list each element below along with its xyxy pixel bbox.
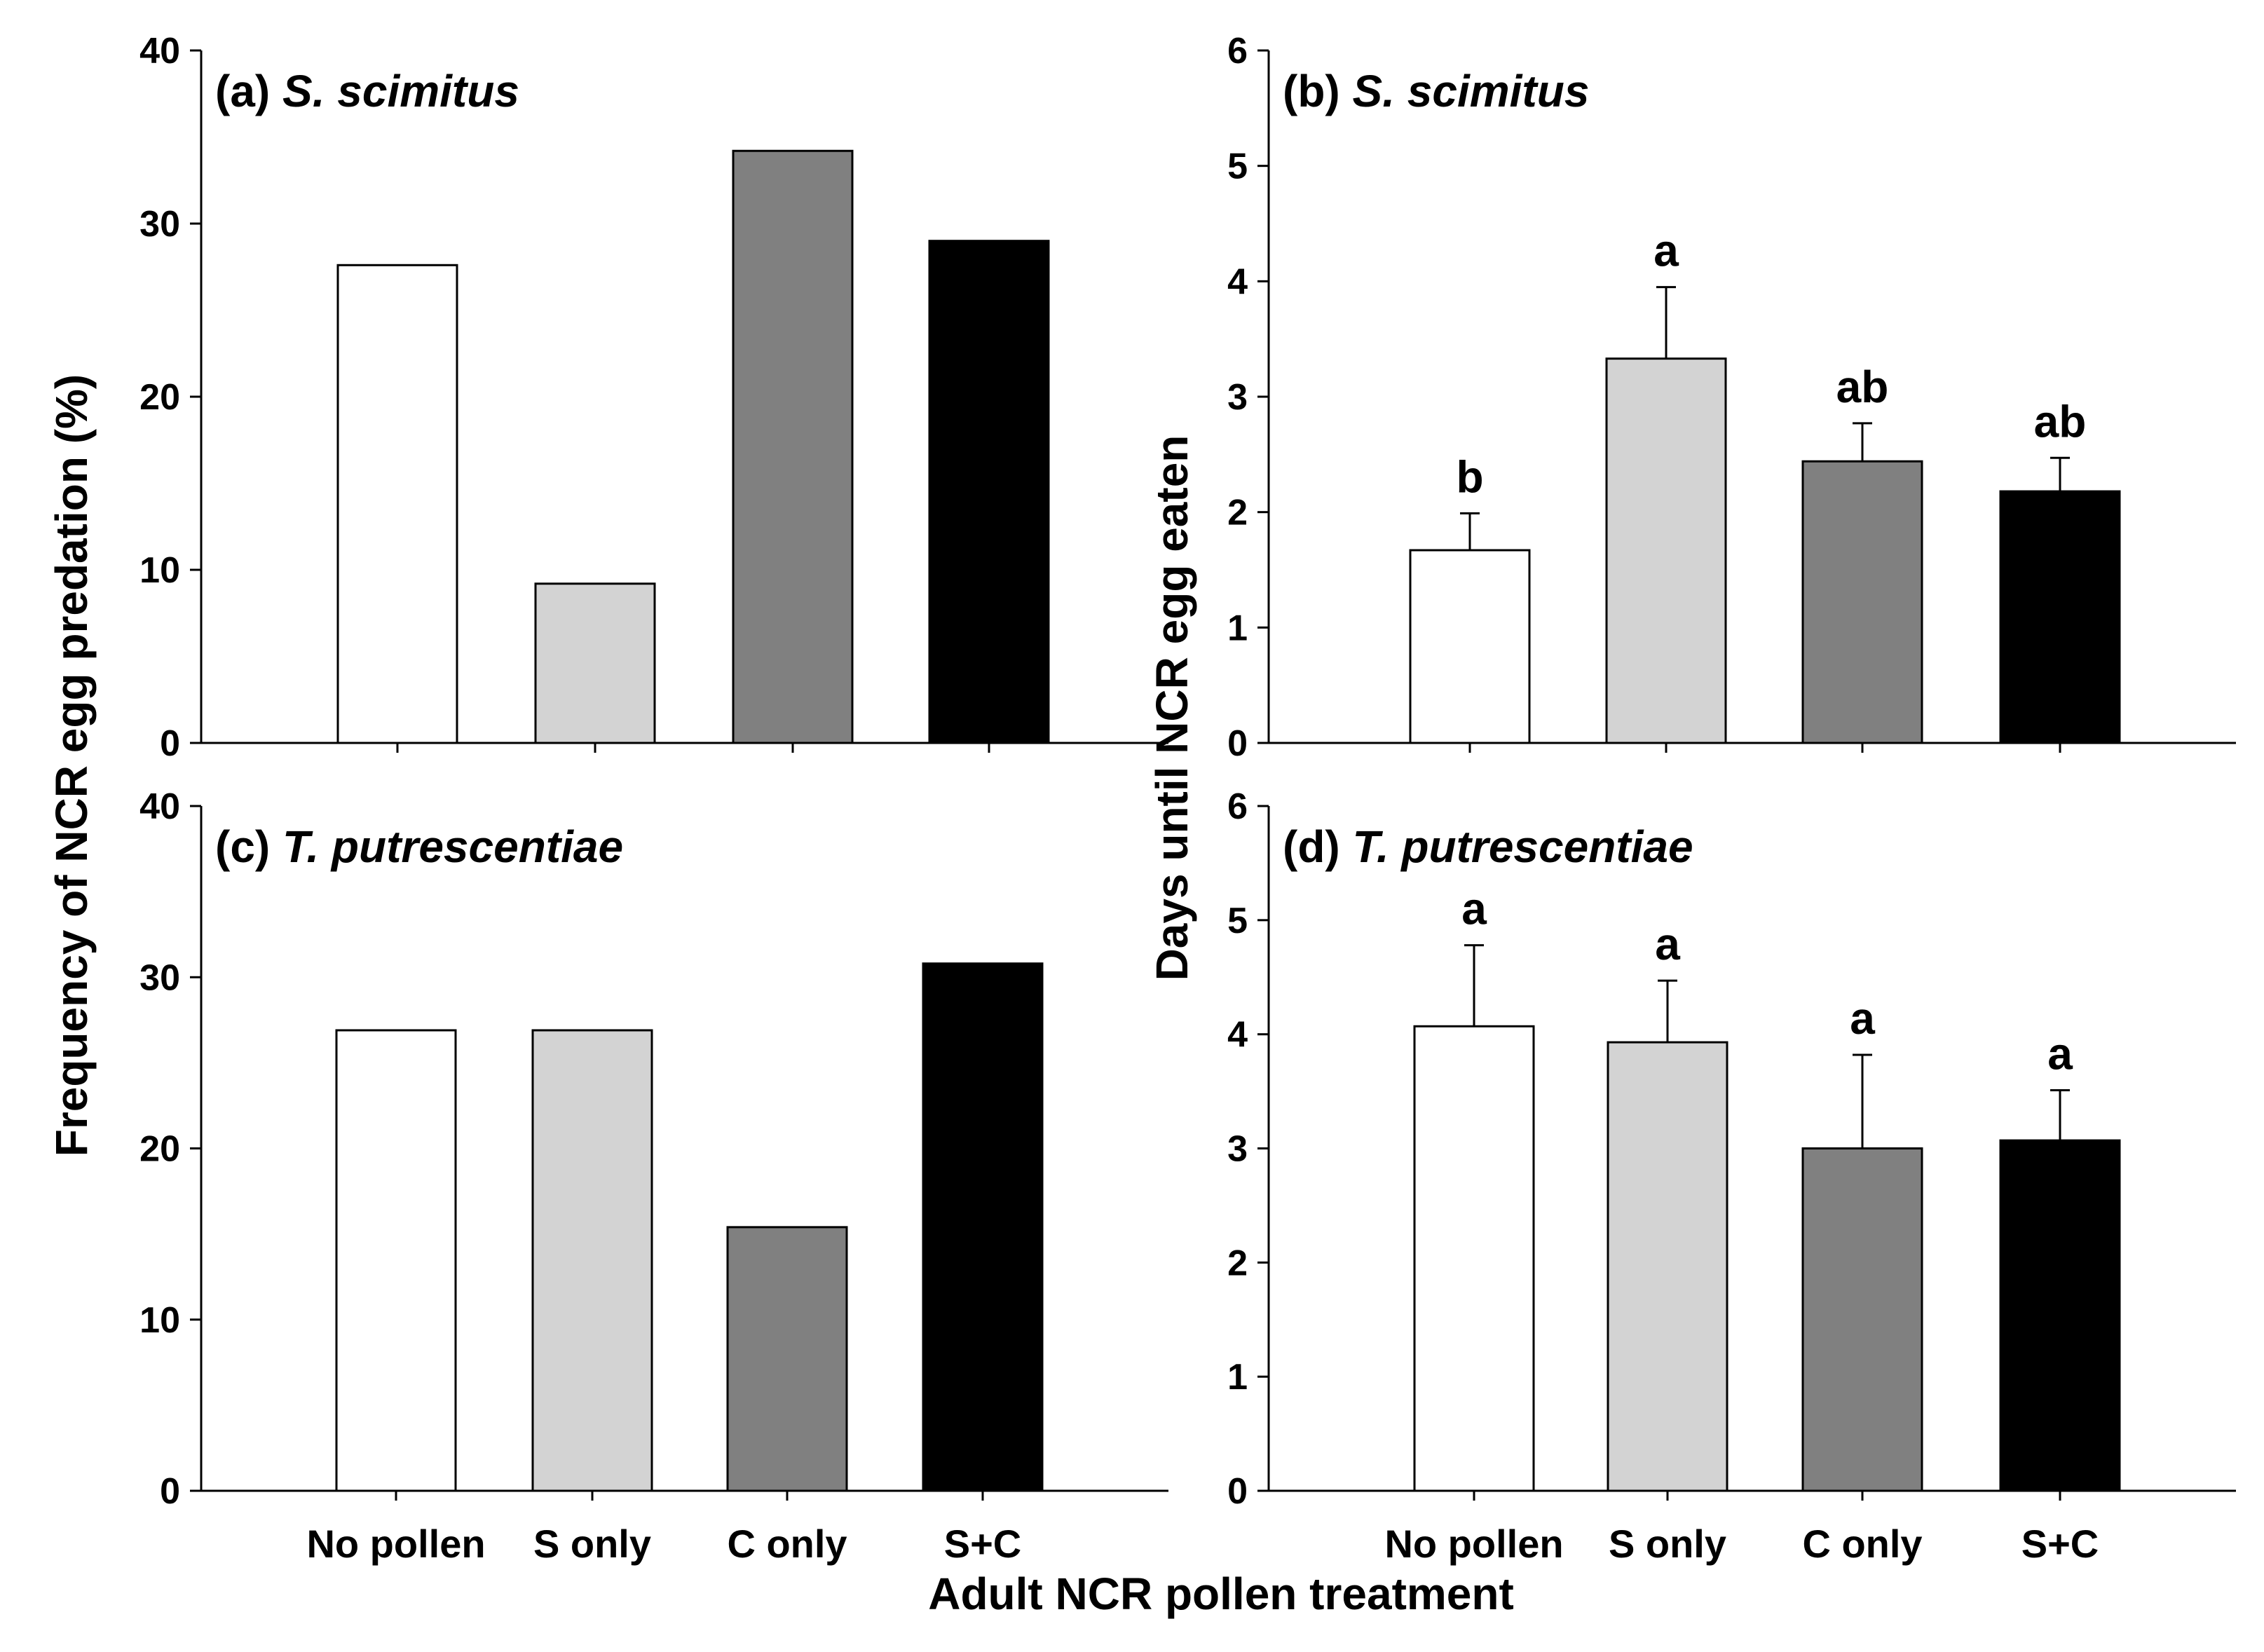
chart-panel-b: 0 1 2 3 4 5 6 b a ab ab (b) S. scimitus	[1227, 31, 2236, 764]
y-tick-label: 2	[1227, 1243, 1248, 1283]
y-axis-label-right: Days until NCR egg eaten	[1147, 435, 1197, 981]
y-tick-label: 1	[1227, 1357, 1248, 1398]
bar	[1999, 1139, 2121, 1492]
x-axis-label: Adult NCR pollen treatment	[928, 1569, 1514, 1619]
bar	[1801, 1147, 1923, 1492]
y-tick-label: 5	[1227, 901, 1248, 941]
y-tick-label: 2	[1227, 493, 1248, 533]
y-tick-label: 10	[139, 550, 180, 591]
panel-species: S. scimitus	[282, 66, 519, 116]
y-tick-label: 0	[160, 723, 180, 764]
y-tick-label: 30	[139, 957, 180, 998]
bar	[1801, 460, 1923, 744]
x-tick-label: C only	[727, 1522, 847, 1566]
bar	[1605, 357, 1727, 744]
y-axis-label-left: Frequency of NCR egg predation (%)	[46, 374, 97, 1157]
panel-label: (a)	[215, 66, 282, 116]
y-tick-label: 1	[1227, 608, 1248, 648]
x-tick-label: C only	[1802, 1522, 1922, 1566]
y-tick-label: 4	[1227, 261, 1248, 302]
significance-letter: b	[1456, 451, 1483, 502]
y-tick-label: 6	[1227, 31, 1248, 71]
y-tick-label: 3	[1227, 377, 1248, 418]
chart-panel-d: 0 1 2 3 4 5 6 a No pollen a S only a C only a S+C (d) T…	[1227, 786, 2236, 1566]
bar	[1999, 490, 2121, 744]
bar	[732, 149, 854, 744]
bar	[1409, 549, 1531, 744]
y-tick-label: 6	[1227, 786, 1248, 827]
significance-letter: ab	[2034, 396, 2087, 446]
bar	[336, 264, 458, 744]
panel-title: (a) S. scimitus	[215, 66, 519, 116]
x-tick-label: S+C	[944, 1522, 1022, 1566]
panel-label: (c)	[215, 821, 282, 872]
bar	[534, 582, 656, 744]
x-tick-label: No pollen	[1384, 1522, 1563, 1566]
chart-panel-a: 0 10 20 30 40 (a) S. scimitus	[139, 31, 1168, 764]
bar	[1413, 1025, 1535, 1492]
panel-title: (c) T. putrescentiae	[215, 821, 623, 872]
y-tick-label: 40	[139, 786, 180, 827]
significance-letter: a	[1655, 919, 1680, 969]
y-tick-label: 5	[1227, 146, 1248, 187]
y-tick-label: 10	[139, 1300, 180, 1341]
y-tick-label: 0	[1227, 1471, 1248, 1512]
chart-panel-c: 0 10 20 30 40 No pollen S only C only S+C (c) T. …	[139, 786, 1168, 1566]
panel-species: T. putrescentiae	[1353, 821, 1693, 872]
panel-label: (d)	[1283, 821, 1353, 872]
y-tick-label: 40	[139, 31, 180, 71]
x-tick-label: S+C	[2021, 1522, 2099, 1566]
panel-label: (b)	[1283, 66, 1353, 116]
bar	[922, 962, 1044, 1492]
y-tick-label: 20	[139, 1129, 180, 1170]
panel-title: (d) T. putrescentiae	[1283, 821, 1693, 872]
bar	[928, 240, 1050, 744]
bar	[1607, 1041, 1728, 1492]
y-tick-label: 0	[1227, 723, 1248, 764]
significance-letter: a	[1653, 226, 1679, 276]
y-tick-label: 30	[139, 204, 180, 245]
significance-letter: ab	[1836, 362, 1889, 412]
bar	[531, 1029, 653, 1492]
significance-letter: a	[1461, 884, 1487, 934]
panel-species: S. scimitus	[1353, 66, 1590, 116]
bar	[726, 1226, 848, 1492]
y-tick-label: 3	[1227, 1129, 1248, 1170]
x-tick-label: No pollen	[306, 1522, 485, 1566]
panel-species: T. putrescentiae	[282, 821, 623, 872]
bar	[335, 1029, 457, 1492]
x-tick-label: S only	[533, 1522, 651, 1566]
x-tick-label: S only	[1609, 1522, 1726, 1566]
significance-letter: a	[2047, 1028, 2073, 1079]
panel-title: (b) S. scimitus	[1283, 66, 1589, 116]
y-tick-label: 0	[160, 1471, 180, 1512]
y-tick-label: 20	[139, 377, 180, 418]
significance-letter: a	[1850, 993, 1875, 1044]
y-tick-label: 4	[1227, 1015, 1248, 1056]
